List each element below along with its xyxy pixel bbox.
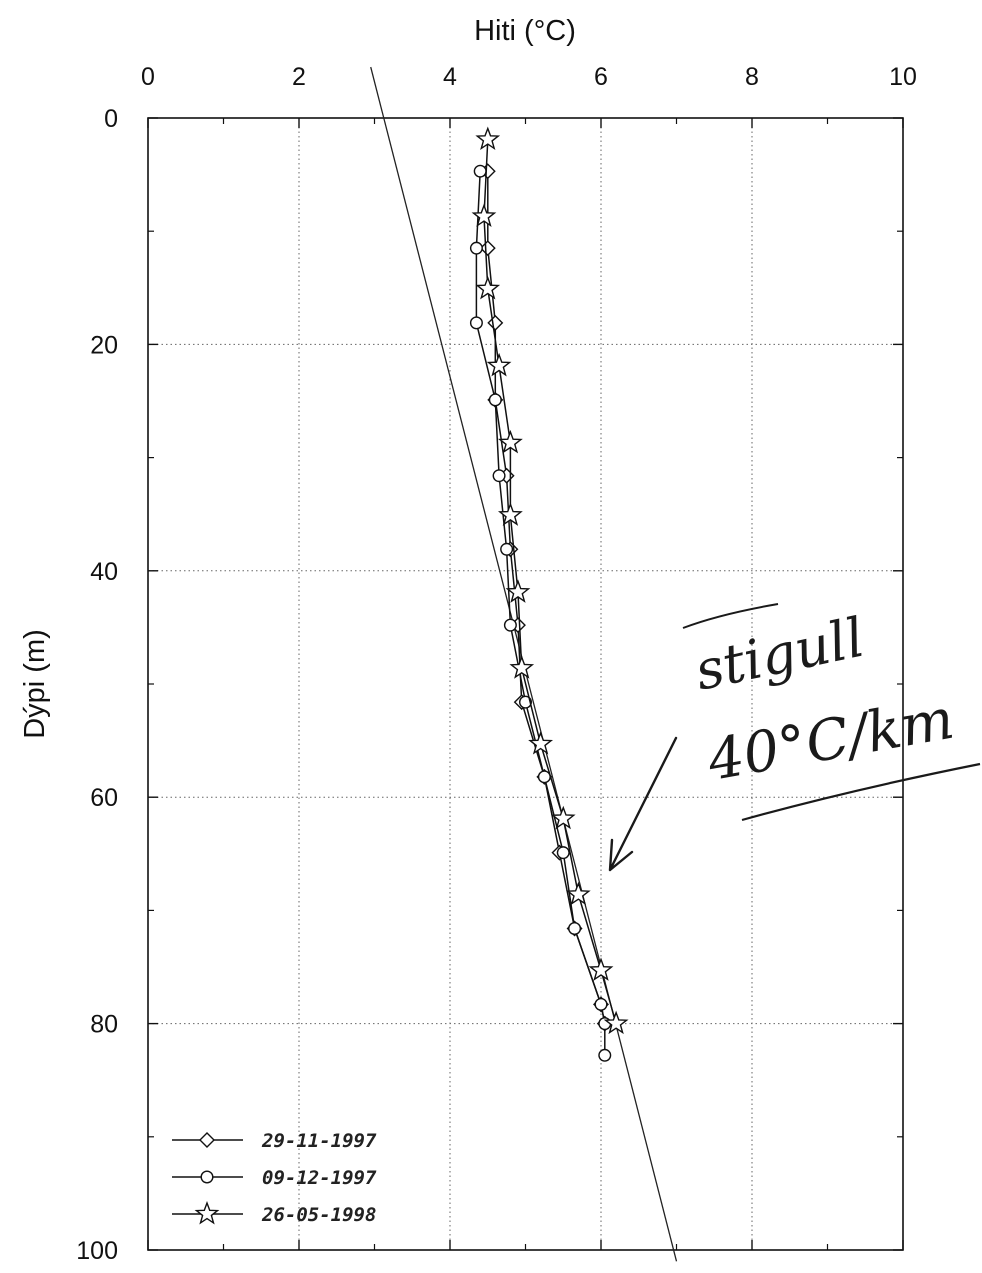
handwritten-annotation: stigull 40°C/km <box>608 603 981 872</box>
x-tick-label: 8 <box>745 63 759 91</box>
x-tick-label: 6 <box>594 63 608 91</box>
annotation-line-2: 40°C/km <box>702 687 959 794</box>
x-tick-label: 10 <box>889 63 917 91</box>
series-line <box>487 171 606 1024</box>
data-point <box>473 164 487 178</box>
data-point <box>469 241 483 255</box>
data-point <box>505 579 531 603</box>
data-point <box>603 1010 629 1035</box>
y-axis-title: Dýpi (m) <box>19 629 51 739</box>
series-star <box>471 126 629 1035</box>
data-point <box>488 393 502 407</box>
annotation-arrow <box>608 736 678 872</box>
series-group <box>469 126 629 1062</box>
y-tick-label: 40 <box>90 558 118 586</box>
x-tick-label: 4 <box>443 63 457 91</box>
x-axis-title: Hiti (°C) <box>474 15 576 47</box>
y-tick-label: 80 <box>90 1011 118 1039</box>
annotation-overline <box>682 603 779 629</box>
data-point <box>469 316 483 330</box>
annotation-underline <box>741 762 981 822</box>
data-point <box>568 922 582 936</box>
legend-label: 26-05-1998 <box>261 1204 376 1226</box>
x-tick-label: 2 <box>292 63 306 91</box>
data-point <box>471 203 497 228</box>
legend-marker <box>200 1170 214 1184</box>
axis-ticks <box>147 117 904 1251</box>
data-point <box>479 240 496 257</box>
data-point <box>492 469 506 483</box>
legend-label: 29-11-1997 <box>261 1130 377 1152</box>
data-point <box>519 695 533 709</box>
data-point <box>594 997 608 1011</box>
y-tick-label: 20 <box>90 331 118 359</box>
data-point <box>550 805 576 830</box>
y-tick-label: 100 <box>76 1237 118 1265</box>
x-tick-labels: 0 2 4 6 8 10 <box>141 63 917 91</box>
legend-marker <box>194 1200 220 1225</box>
data-point <box>487 314 504 331</box>
series-line <box>483 139 617 1024</box>
data-point <box>537 770 551 784</box>
data-point <box>497 429 523 454</box>
data-point <box>486 352 512 377</box>
y-tick-labels: 0 20 40 60 80 100 <box>76 105 118 1265</box>
data-point <box>475 275 501 300</box>
data-point <box>598 1048 612 1062</box>
data-point <box>500 542 514 556</box>
y-tick-label: 60 <box>90 784 118 812</box>
series-line <box>475 171 606 1056</box>
legend-marker <box>199 1132 215 1148</box>
annotation-line-1: stigull <box>690 606 870 703</box>
x-tick-label: 0 <box>141 63 155 91</box>
data-point <box>509 655 535 679</box>
series-circle <box>469 164 612 1062</box>
data-point <box>503 618 517 632</box>
data-point <box>566 881 591 906</box>
data-point <box>498 502 523 526</box>
data-point <box>588 957 614 981</box>
legend-label: 09-12-1997 <box>262 1167 377 1189</box>
data-point <box>556 846 570 860</box>
series-diamond <box>479 163 613 1032</box>
data-point <box>475 126 501 151</box>
y-tick-label: 0 <box>104 105 118 133</box>
legend: 29-11-1997 09-12-1997 26-05-1998 <box>172 1130 377 1226</box>
data-point <box>528 730 554 755</box>
